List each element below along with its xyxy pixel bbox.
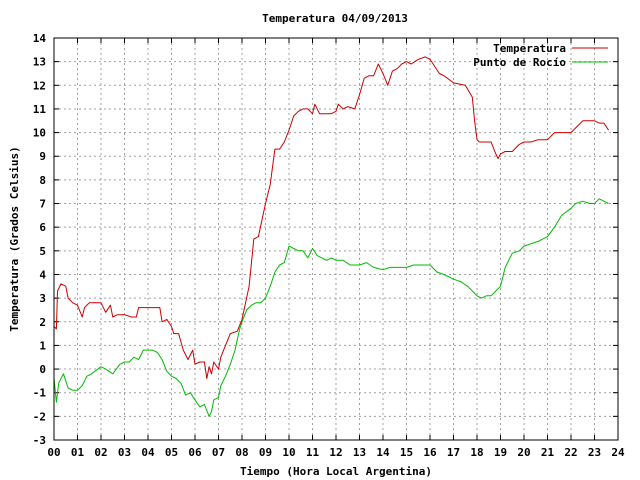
y-tick-label: 12 (33, 79, 46, 92)
x-tick-label: 13 (353, 446, 366, 459)
x-tick-label: 15 (400, 446, 413, 459)
y-tick-label: 2 (39, 316, 46, 329)
y-tick-label: -3 (33, 434, 46, 447)
y-tick-label: 10 (33, 127, 46, 140)
x-tick-label: 09 (259, 446, 272, 459)
x-tick-label: 01 (71, 446, 85, 459)
y-axis-label: Temperatura (Grados Celsius) (8, 146, 21, 331)
legend-label-punto-de-rocio: Punto de Rocío (473, 56, 566, 69)
x-tick-label: 03 (118, 446, 131, 459)
y-tick-label: 0 (39, 363, 46, 376)
y-tick-label: 3 (39, 292, 46, 305)
legend: Temperatura Punto de Rocío (473, 42, 608, 69)
plot-frame (53, 37, 619, 441)
x-axis-label: Tiempo (Hora Local Argentina) (240, 465, 432, 478)
x-tick-label: 21 (541, 446, 555, 459)
x-tick-label: 19 (494, 446, 507, 459)
y-tick-label: 5 (39, 245, 46, 258)
y-tick-label: 6 (39, 221, 46, 234)
x-tick-label: 14 (376, 446, 390, 459)
x-tick-label: 00 (47, 446, 60, 459)
x-tick-label: 05 (165, 446, 178, 459)
x-tick-label: 04 (141, 446, 155, 459)
y-tick-label: 14 (33, 32, 47, 45)
y-tick-label: -2 (33, 410, 46, 423)
chart-title: Temperatura 04/09/2013 (262, 12, 408, 25)
x-tick-label: 16 (423, 446, 437, 459)
x-tick-label: 10 (282, 446, 295, 459)
x-tick-label: 06 (188, 446, 202, 459)
x-tick-label: 02 (94, 446, 107, 459)
axis-ticks (53, 37, 619, 441)
y-tick-label: 9 (39, 150, 46, 163)
x-tick-label: 18 (470, 446, 483, 459)
grid-lines (54, 38, 618, 440)
x-tick-label: 22 (564, 446, 577, 459)
y-tick-label: 11 (33, 103, 47, 116)
x-tick-label: 23 (588, 446, 601, 459)
x-tick-label: 11 (306, 446, 320, 459)
x-tick-label: 12 (329, 446, 342, 459)
series-line-temperatura (53, 56, 610, 379)
x-tick-labels: 00 01 02 03 04 05 06 07 08 09 10 11 12 13 14 15 16 17 18 19… (47, 446, 625, 459)
x-tick-label: 08 (235, 446, 248, 459)
x-tick-label: 17 (447, 446, 460, 459)
y-tick-label: -1 (33, 387, 47, 400)
y-tick-label: 7 (39, 198, 46, 211)
y-tick-label: 1 (39, 339, 46, 352)
series-line-punto-de-rocio (53, 198, 609, 417)
series-lines (53, 56, 610, 417)
y-tick-label: 4 (39, 268, 46, 281)
y-tick-label: 13 (33, 56, 46, 69)
x-tick-label: 20 (517, 446, 530, 459)
legend-label-temperatura: Temperatura (493, 42, 566, 55)
y-tick-label: 8 (39, 174, 46, 187)
x-tick-label: 24 (611, 446, 625, 459)
x-tick-label: 07 (212, 446, 225, 459)
